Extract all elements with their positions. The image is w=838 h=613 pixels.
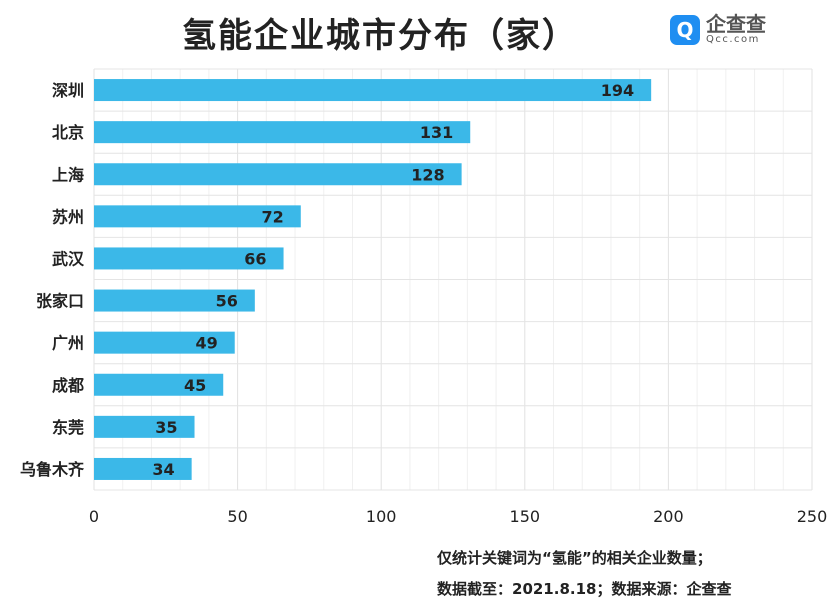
y-category-label: 北京 — [52, 123, 84, 142]
data-label: 49 — [195, 334, 217, 353]
y-category-label: 成都 — [52, 376, 84, 395]
bar — [94, 289, 255, 312]
bar-chart: 0 50 100 150 200 250 深圳 194 北京 131 上海 128 苏州 72 武汉 66 张家… — [20, 68, 828, 526]
bar — [94, 121, 471, 144]
data-label: 34 — [152, 460, 174, 479]
y-category-label: 东莞 — [52, 418, 84, 437]
x-tick-label: 100 — [366, 507, 397, 526]
x-tick-label: 50 — [227, 507, 247, 526]
footnote-1: 仅统计关键词为“氢能”的相关企业数量； — [437, 549, 712, 567]
logo-cn: 企查查 — [706, 12, 766, 36]
data-label: 128 — [411, 165, 444, 184]
y-category-label: 乌鲁木齐 — [20, 460, 85, 479]
data-label: 194 — [601, 81, 634, 100]
x-tick-label: 200 — [653, 507, 684, 526]
x-tick-label: 0 — [89, 507, 99, 526]
data-label: 56 — [216, 292, 238, 311]
data-label: 131 — [420, 123, 453, 142]
data-label: 66 — [244, 249, 266, 268]
chart-title: 氢能企业城市分布（家） — [182, 16, 578, 56]
qcc-logo: Q 企查查 Qcc.com — [670, 14, 766, 45]
bar — [94, 331, 235, 354]
bar — [94, 373, 224, 396]
y-category-label: 武汉 — [52, 249, 85, 268]
y-category-label: 张家口 — [36, 292, 84, 311]
logo-en: Qcc.com — [706, 34, 760, 45]
bar — [94, 163, 462, 186]
x-tick-label: 150 — [510, 507, 541, 526]
data-label: 35 — [155, 418, 177, 437]
y-category-label: 广州 — [52, 334, 84, 353]
y-category-label: 上海 — [52, 165, 84, 184]
data-label: 45 — [184, 376, 206, 395]
bar — [94, 79, 652, 102]
x-tick-label: 250 — [797, 507, 828, 526]
qcc-logo-icon: Q — [670, 14, 700, 45]
bar — [94, 247, 284, 270]
y-category-label: 深圳 — [52, 81, 84, 100]
bar — [94, 205, 301, 228]
bar — [94, 457, 192, 480]
y-category-label: 苏州 — [52, 207, 84, 226]
data-label: 72 — [262, 207, 284, 226]
bar — [94, 415, 195, 438]
footnote-2: 数据截至：2021.8.18；数据来源：企查查 — [437, 580, 732, 598]
